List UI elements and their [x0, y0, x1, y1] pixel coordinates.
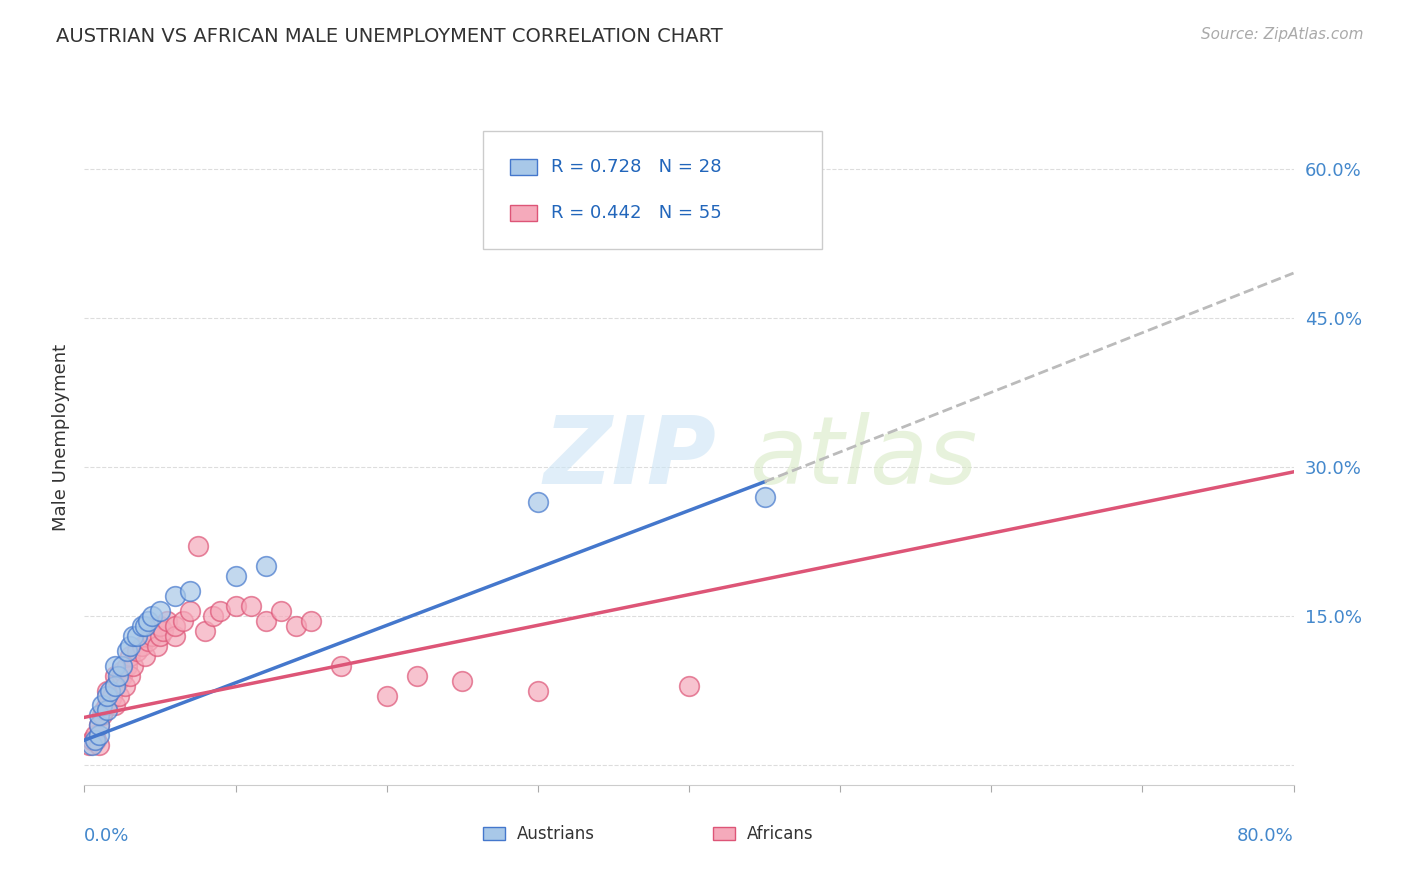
Point [285, 619, 308, 633]
Point [89, 718, 111, 732]
Point [194, 624, 217, 638]
Point [80, 738, 103, 752]
Point [134, 619, 156, 633]
Text: Austrians: Austrians [517, 825, 595, 843]
Point [104, 668, 127, 682]
Point [136, 614, 159, 628]
Point [98, 683, 121, 698]
Y-axis label: Male Unemployment: Male Unemployment [52, 343, 70, 531]
Point [527, 683, 550, 698]
Point [121, 629, 143, 643]
Point [84, 728, 107, 742]
Point [131, 619, 153, 633]
Point [156, 614, 179, 628]
Point [91, 698, 114, 713]
Point [330, 658, 353, 673]
Point [709, 142, 731, 156]
Point [149, 619, 172, 633]
Point [134, 648, 156, 663]
Point [127, 644, 149, 658]
Point [84, 733, 107, 747]
Point [225, 599, 247, 613]
Point [179, 584, 201, 599]
Point [146, 639, 169, 653]
Point [111, 668, 134, 682]
Point [77, 738, 100, 752]
Point [165, 589, 187, 603]
Point [527, 494, 550, 508]
Point [89, 728, 111, 742]
FancyBboxPatch shape [484, 131, 823, 249]
Point [115, 658, 138, 673]
Text: 0.0%: 0.0% [84, 827, 129, 845]
Point [111, 664, 134, 678]
Point [107, 673, 129, 688]
Point [270, 604, 292, 618]
Point [111, 658, 134, 673]
Point [239, 599, 262, 613]
Point [141, 629, 163, 643]
Text: ZIP: ZIP [544, 412, 717, 504]
Point [179, 604, 201, 618]
Point [152, 624, 174, 638]
Point [118, 668, 141, 682]
Point [127, 629, 149, 643]
Point [254, 559, 277, 574]
Point [136, 633, 159, 648]
Point [80, 733, 103, 747]
Point [115, 644, 138, 658]
Point [104, 679, 127, 693]
Point [375, 689, 398, 703]
Point [299, 614, 322, 628]
Point [187, 540, 209, 554]
Text: R = 0.728   N = 28: R = 0.728 N = 28 [551, 158, 721, 176]
FancyBboxPatch shape [713, 828, 735, 840]
Point [165, 629, 187, 643]
Point [104, 679, 127, 693]
Text: 80.0%: 80.0% [1237, 827, 1294, 845]
Text: Source: ZipAtlas.com: Source: ZipAtlas.com [1201, 27, 1364, 42]
Point [89, 708, 111, 723]
Point [96, 683, 118, 698]
Point [451, 673, 474, 688]
Text: atlas: atlas [749, 412, 977, 503]
Point [149, 629, 172, 643]
Point [91, 708, 114, 723]
Point [118, 648, 141, 663]
Text: AUSTRIAN VS AFRICAN MALE UNEMPLOYMENT CORRELATION CHART: AUSTRIAN VS AFRICAN MALE UNEMPLOYMENT CO… [56, 27, 723, 45]
Point [114, 679, 136, 693]
Point [131, 639, 153, 653]
Point [100, 689, 122, 703]
Point [172, 614, 194, 628]
Point [104, 658, 127, 673]
Point [96, 689, 118, 703]
Point [201, 609, 224, 624]
Point [209, 604, 232, 618]
Point [754, 490, 776, 504]
Point [165, 619, 187, 633]
Point [98, 693, 121, 707]
Point [86, 733, 108, 747]
Point [118, 639, 141, 653]
Point [141, 609, 163, 624]
Point [96, 703, 118, 717]
Point [89, 738, 111, 752]
Point [93, 703, 115, 717]
Point [121, 658, 143, 673]
Text: Africans: Africans [747, 825, 814, 843]
Point [149, 604, 172, 618]
FancyBboxPatch shape [510, 205, 537, 220]
Point [107, 668, 129, 682]
FancyBboxPatch shape [510, 160, 537, 175]
Point [406, 668, 429, 682]
Text: R = 0.442   N = 55: R = 0.442 N = 55 [551, 204, 721, 222]
Point [678, 679, 700, 693]
Point [254, 614, 277, 628]
Point [104, 698, 127, 713]
Point [108, 689, 131, 703]
Point [225, 569, 247, 583]
Point [96, 698, 118, 713]
FancyBboxPatch shape [484, 828, 505, 840]
Point [89, 718, 111, 732]
